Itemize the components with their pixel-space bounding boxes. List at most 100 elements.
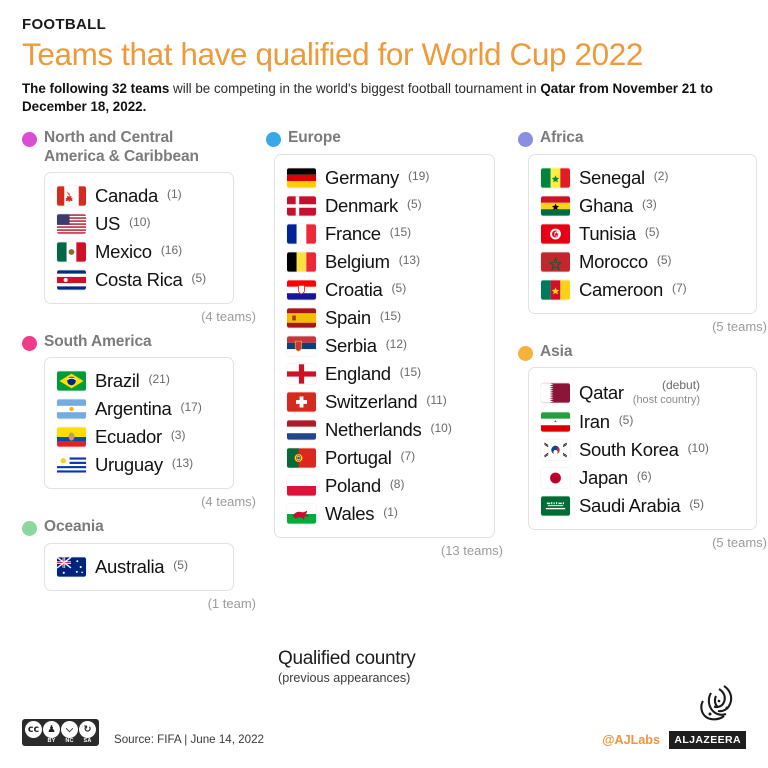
team-row[interactable]: Cameroon (7): [541, 276, 744, 304]
team-row[interactable]: England (15): [287, 360, 482, 388]
team-name: South Korea: [579, 439, 679, 461]
column-americas-oceania: North and Central America & Caribbean Cana…: [16, 129, 256, 619]
flag-icon-nl: [287, 420, 316, 440]
team-appearances: (19): [407, 168, 430, 183]
team-row[interactable]: Saudi Arabia (5): [541, 492, 744, 520]
flag-icon-cr: [57, 270, 86, 290]
team-appearances-group: (5): [645, 226, 660, 242]
team-name: Saudi Arabia: [579, 495, 681, 517]
team-appearances: (10): [687, 441, 709, 456]
cc-mark-nc: ⌵ NC: [61, 721, 78, 745]
team-appearances: (16): [160, 243, 183, 258]
team-appearances-group: (8): [390, 478, 405, 494]
team-appearances-group: (2): [654, 170, 669, 186]
team-row[interactable]: Croatia (5): [287, 276, 482, 304]
region-asia: Asia Qatar (debut) (host country) Iran (5) Sou…: [518, 343, 767, 550]
team-row[interactable]: France (15): [287, 220, 482, 248]
team-appearances-group: (debut) (host country): [632, 377, 701, 407]
team-appearances: (17): [180, 400, 202, 415]
team-row[interactable]: Netherlands (10): [287, 416, 482, 444]
flag-icon-ec: [57, 427, 86, 447]
team-appearances-group: (10): [688, 442, 709, 458]
region-label: Asia: [540, 342, 573, 360]
region-team-count: (4 teams): [201, 309, 256, 324]
team-row[interactable]: Costa Rica (5): [57, 266, 221, 294]
regions-board: North and Central America & Caribbean Cana…: [0, 129, 768, 619]
team-appearances-group: (13): [172, 457, 193, 473]
region-dot-icon: [22, 336, 37, 351]
flag-icon-kr: [541, 440, 570, 460]
category-kicker: FOOTBALL: [22, 16, 107, 33]
team-appearances: (debut): [662, 377, 701, 392]
team-row[interactable]: Brazil (21): [57, 367, 221, 395]
team-row[interactable]: Denmark (5): [287, 192, 482, 220]
team-row[interactable]: Morocco (5): [541, 248, 744, 276]
team-row[interactable]: Iran (5): [541, 408, 744, 436]
column-africa-asia: Africa Senegal (2) Ghana (3) Tunisia (5) Morocc…: [503, 129, 767, 559]
team-row[interactable]: Canada (1): [57, 182, 221, 210]
team-row[interactable]: Ecuador (3): [57, 423, 221, 451]
team-appearances-group: (15): [390, 226, 411, 242]
team-name: Uruguay: [95, 454, 163, 476]
team-row[interactable]: Spain (15): [287, 304, 482, 332]
team-appearances-group: (6): [637, 470, 652, 486]
team-row[interactable]: Tunisia (5): [541, 220, 744, 248]
legend: Qualified country (previous appearances): [278, 648, 416, 685]
team-appearances: (7): [671, 280, 687, 295]
team-row[interactable]: Ghana (3): [541, 192, 744, 220]
team-row[interactable]: US (10): [57, 210, 221, 238]
team-name: Croatia: [325, 278, 383, 300]
team-appearances-group: (1): [383, 506, 398, 522]
region-card: Brazil (21) Argentina (17) Ecuador (3) Uruguay…: [44, 357, 234, 490]
region-header: Asia: [518, 343, 767, 361]
cc-label-by: BY: [47, 738, 56, 744]
team-appearances: (15): [399, 364, 422, 379]
region-dot-icon: [22, 521, 37, 537]
cc-label-sa: SA: [83, 738, 92, 744]
team-host-note: (host country): [632, 394, 701, 407]
team-row[interactable]: Germany (19): [287, 164, 482, 192]
aljazeera-logo-icon: [700, 685, 733, 721]
team-row[interactable]: Switzerland (11): [287, 388, 482, 416]
team-appearances-group: (1): [167, 188, 182, 204]
team-appearances: (15): [389, 224, 412, 239]
team-appearances: (5): [391, 280, 407, 295]
team-name: England: [325, 362, 391, 384]
team-row[interactable]: Australia (5): [57, 553, 221, 581]
team-row[interactable]: South Korea (10): [541, 436, 744, 464]
team-row[interactable]: Qatar (debut) (host country): [541, 377, 744, 408]
team-row[interactable]: Argentina (17): [57, 395, 221, 423]
team-name: Serbia: [325, 334, 377, 356]
infographic-header: FOOTBALL Teams that have qualified for W…: [0, 0, 768, 116]
flag-icon-dk: [287, 196, 316, 216]
flag-icon-uy: [57, 455, 86, 475]
team-row[interactable]: Serbia (12): [287, 332, 482, 360]
team-row[interactable]: Belgium (13): [287, 248, 482, 276]
team-row[interactable]: Japan (6): [541, 464, 744, 492]
sharealike-icon: ↻: [79, 721, 96, 738]
subtitle-bold-1: The following 32 teams: [22, 81, 170, 96]
team-appearances: (2): [653, 168, 669, 183]
flag-icon-ar: [57, 399, 86, 419]
team-appearances-group: (5): [392, 282, 407, 298]
team-row[interactable]: Uruguay (13): [57, 451, 221, 479]
cc-mark-cc: cc: [25, 721, 42, 745]
team-row[interactable]: Senegal (2): [541, 164, 744, 192]
flag-icon-wal: [287, 504, 316, 524]
team-appearances-group: (5): [689, 498, 704, 514]
flag-icon-sn: [541, 168, 570, 188]
team-name: Qatar: [579, 381, 624, 403]
flag-icon-mx: [57, 242, 86, 262]
team-row[interactable]: Mexico (16): [57, 238, 221, 266]
team-row[interactable]: Portugal (7): [287, 444, 482, 472]
legend-title: Qualified country: [278, 648, 416, 669]
page-title: Teams that have qualified for World Cup …: [22, 36, 643, 72]
flag-icon-es: [287, 308, 316, 328]
region-label: Europe: [288, 129, 341, 147]
team-name: Costa Rica: [95, 269, 183, 290]
team-appearances: (5): [406, 196, 422, 211]
region-label: Africa: [540, 129, 584, 147]
region-header: Europe: [266, 129, 503, 148]
team-row[interactable]: Wales (1): [287, 500, 482, 528]
team-row[interactable]: Poland (8): [287, 472, 482, 500]
